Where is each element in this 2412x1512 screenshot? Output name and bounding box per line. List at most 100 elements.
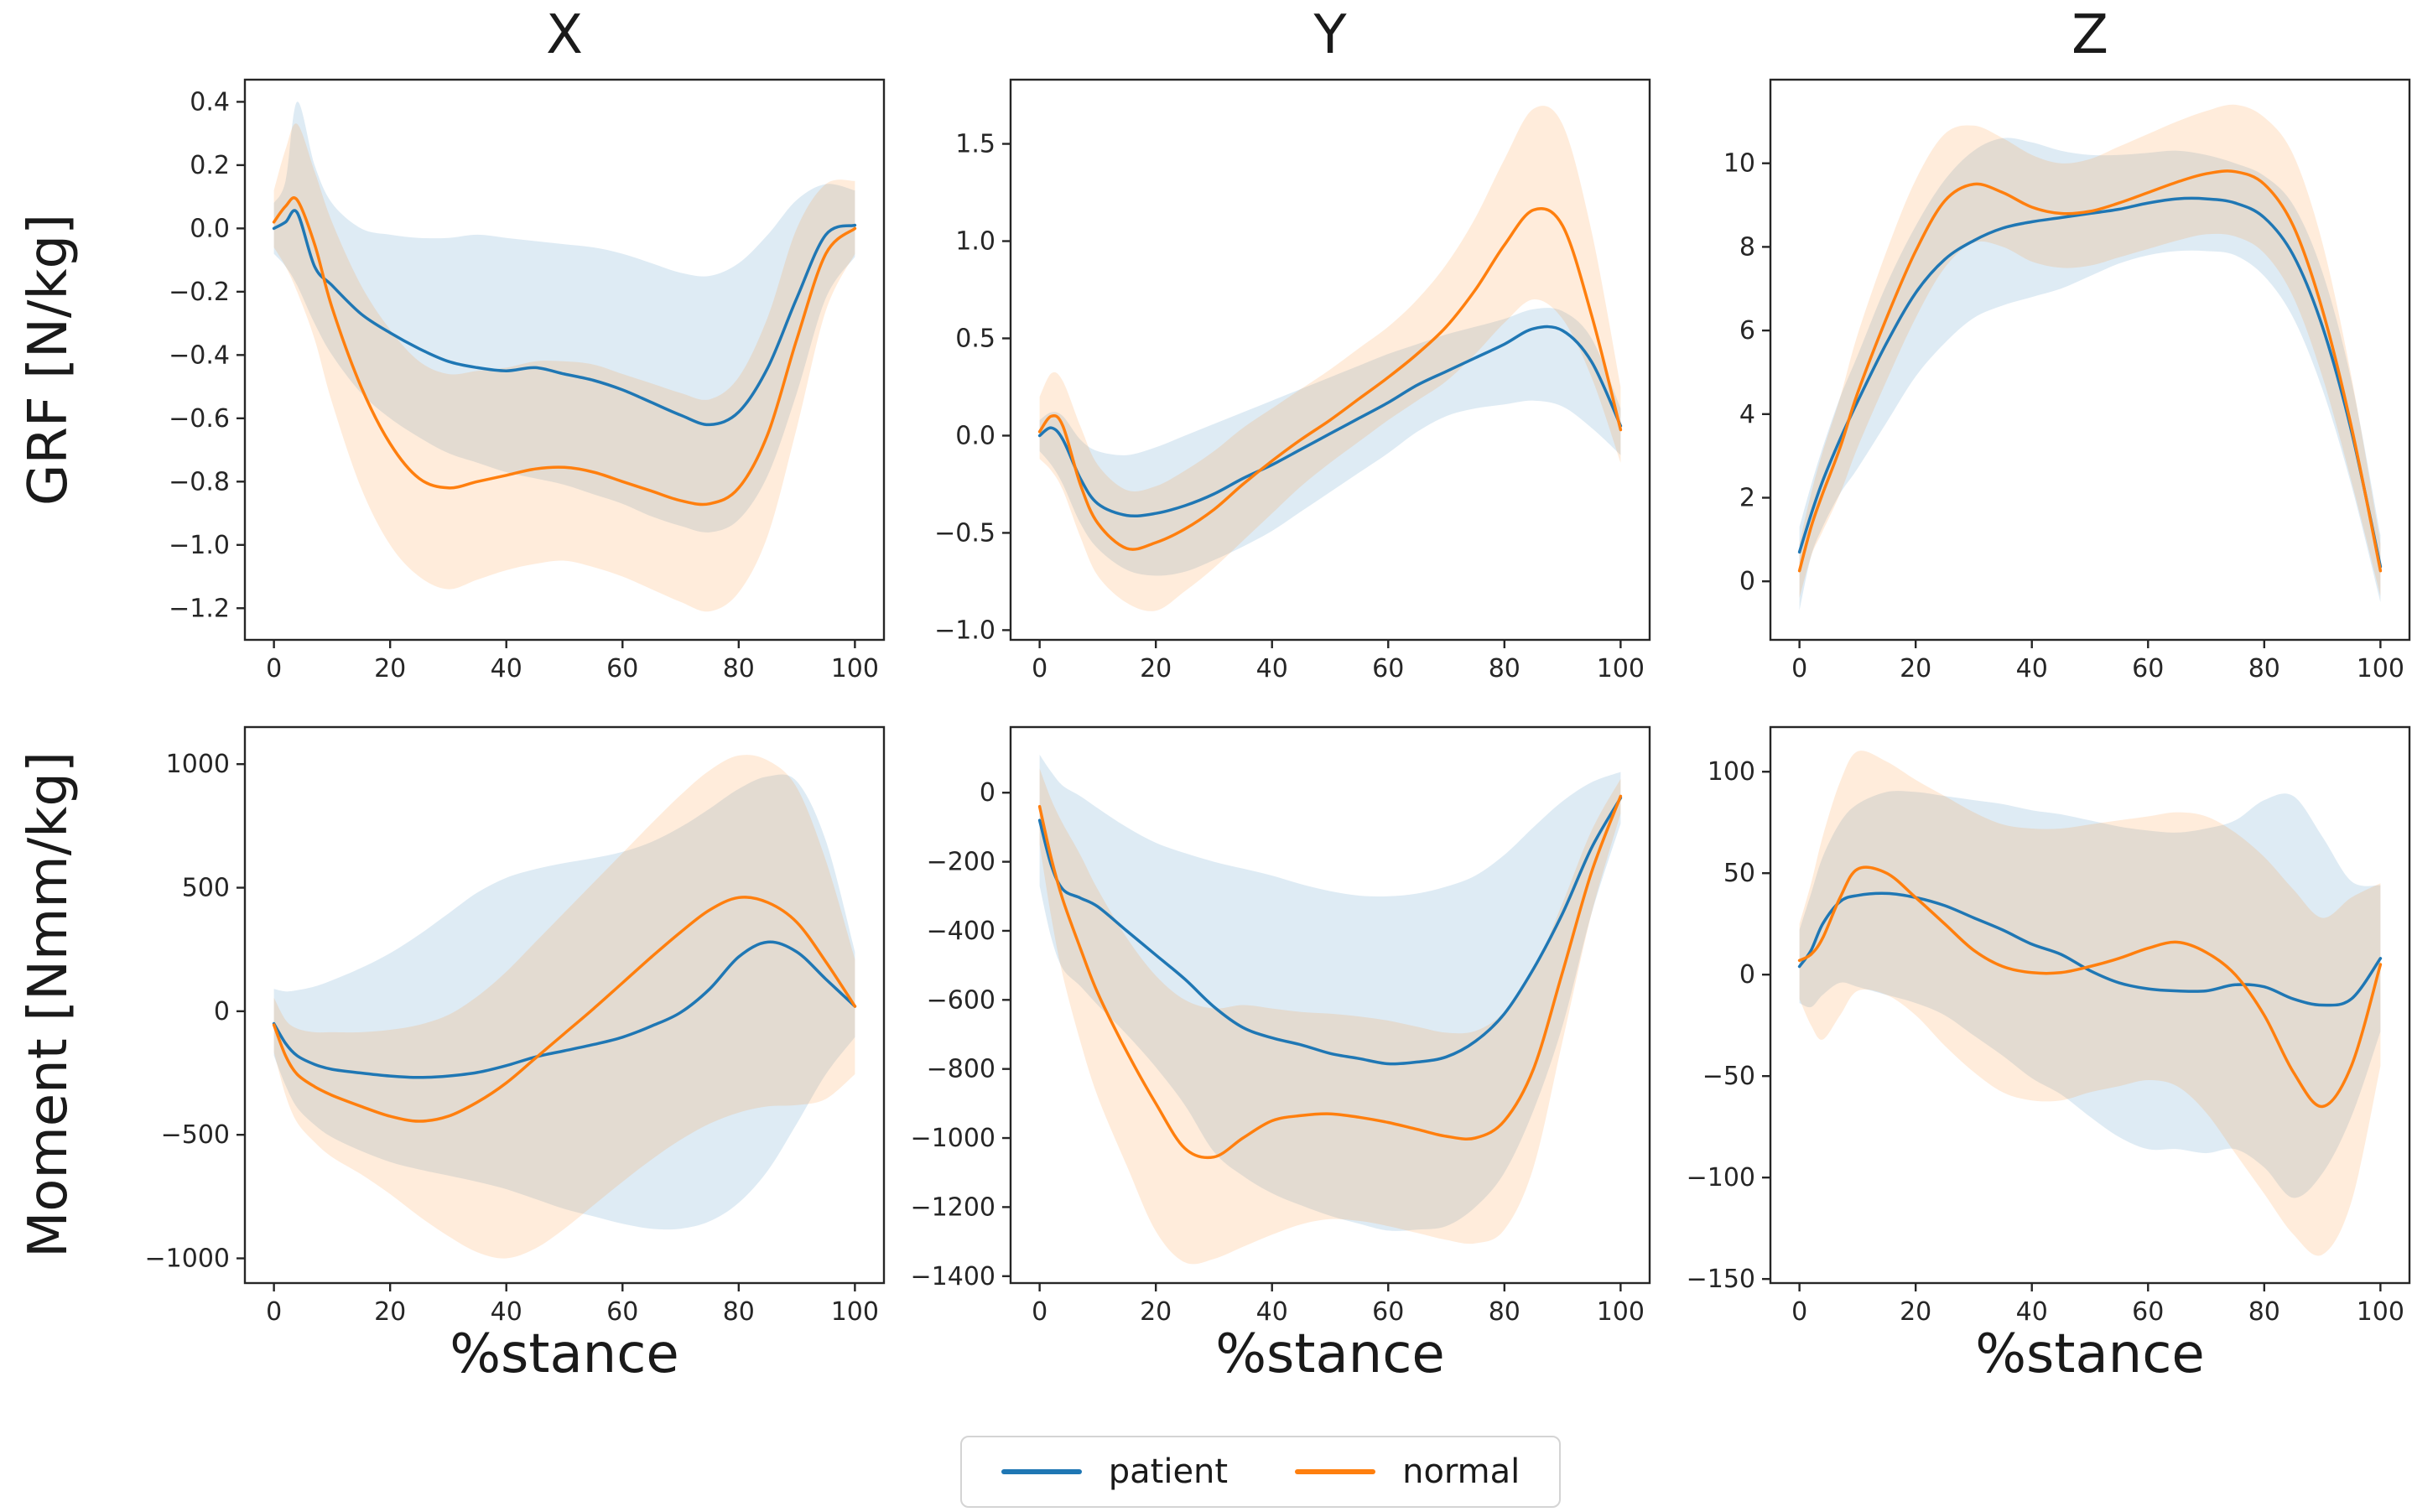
subplot-title-z: Z [2072, 4, 2108, 66]
svg-text:40: 40 [491, 654, 522, 683]
svg-text:100: 100 [831, 1297, 879, 1327]
svg-text:−500: −500 [161, 1120, 230, 1150]
svg-text:−0.2: −0.2 [169, 278, 230, 307]
svg-text:80: 80 [723, 1297, 755, 1327]
svg-text:−200: −200 [927, 848, 995, 877]
svg-text:0: 0 [1739, 960, 1755, 990]
svg-text:4: 4 [1739, 400, 1755, 429]
legend-line-patient-icon [1001, 1469, 1082, 1474]
svg-text:−1.0: −1.0 [169, 531, 230, 560]
subplot-title-y: Y [1313, 4, 1347, 66]
legend-label-normal: normal [1402, 1452, 1520, 1491]
subplot-grf-x: X 0 20 40 60 80 100 0.4 0.2 0.0 −0.2 −0.4 −0.6 −0.8 −… [169, 6, 886, 683]
svg-text:20: 20 [1140, 1297, 1172, 1327]
subplot-title-x: X [546, 4, 583, 66]
row-label-grf: GRF [N/kg] [18, 213, 80, 507]
svg-text:40: 40 [2016, 654, 2048, 683]
plot-grf-y: 0 20 40 60 80 100 1.5 1.0 0.5 0.0 −0.5 −1.0 [934, 78, 1651, 683]
svg-text:60: 60 [1372, 654, 1404, 683]
svg-text:−800: −800 [927, 1055, 995, 1084]
svg-text:6: 6 [1739, 316, 1755, 346]
row-label-moment: Moment [Nmm/kg] [18, 751, 80, 1258]
svg-text:0: 0 [214, 997, 230, 1026]
svg-text:100: 100 [1708, 757, 1755, 787]
svg-text:40: 40 [491, 1297, 522, 1327]
svg-text:2: 2 [1739, 484, 1755, 513]
plot-moment-z: 0 20 40 60 80 100 100 50 0 −50 −100 −150 [1687, 725, 2411, 1327]
svg-text:−0.5: −0.5 [934, 518, 995, 548]
svg-text:−1.2: −1.2 [169, 594, 230, 623]
svg-text:−400: −400 [927, 917, 995, 946]
svg-text:60: 60 [1372, 1297, 1404, 1327]
svg-text:100: 100 [831, 654, 879, 683]
svg-text:0: 0 [266, 1297, 282, 1327]
svg-text:−50: −50 [1702, 1062, 1755, 1091]
svg-text:60: 60 [2132, 654, 2164, 683]
svg-text:−1400: −1400 [911, 1262, 995, 1291]
svg-text:−1000: −1000 [911, 1124, 995, 1153]
plot-grf-x: 0 20 40 60 80 100 0.4 0.2 0.0 −0.2 −0.4 −0.6 −0.8 −1.… [169, 78, 886, 683]
svg-text:−600: −600 [927, 985, 995, 1015]
svg-text:0: 0 [980, 778, 995, 808]
svg-text:80: 80 [2248, 654, 2280, 683]
svg-text:−150: −150 [1687, 1265, 1755, 1294]
svg-text:50: 50 [1723, 859, 1755, 888]
svg-text:−1000: −1000 [145, 1244, 230, 1274]
svg-text:20: 20 [374, 654, 406, 683]
subplot-grf-z: Z 0 20 40 60 80 100 10 8 6 4 2 0 [1723, 6, 2411, 683]
svg-text:0: 0 [1032, 1297, 1047, 1327]
svg-text:−1.0: −1.0 [934, 616, 995, 645]
svg-text:−0.8: −0.8 [169, 467, 230, 496]
xlabel-stance-3: %stance [1975, 1323, 2205, 1385]
svg-text:40: 40 [1256, 1297, 1288, 1327]
svg-text:80: 80 [1489, 654, 1520, 683]
legend: patient normal [960, 1436, 1561, 1508]
plot-moment-y: 0 20 40 60 80 100 0 −200 −400 −600 −800 −1000 −1200 −… [911, 725, 1651, 1327]
svg-text:100: 100 [2357, 654, 2404, 683]
svg-text:1.5: 1.5 [955, 130, 995, 159]
svg-text:10: 10 [1723, 149, 1755, 179]
subplot-grf-y: Y 0 20 40 60 80 100 1.5 1.0 0.5 0.0 −0.5 −1.0 [934, 6, 1651, 683]
svg-text:0.0: 0.0 [190, 214, 230, 243]
svg-text:60: 60 [606, 654, 638, 683]
svg-text:40: 40 [2016, 1297, 2048, 1327]
svg-text:8: 8 [1739, 232, 1755, 262]
svg-text:40: 40 [1256, 654, 1288, 683]
svg-text:0: 0 [266, 654, 282, 683]
svg-text:−0.4: −0.4 [169, 340, 230, 370]
svg-text:100: 100 [1597, 1297, 1645, 1327]
svg-text:1000: 1000 [166, 750, 230, 779]
svg-text:500: 500 [182, 874, 230, 903]
svg-text:0.5: 0.5 [955, 324, 995, 353]
legend-label-patient: patient [1108, 1452, 1229, 1491]
svg-text:20: 20 [374, 1297, 406, 1327]
svg-text:60: 60 [2132, 1297, 2164, 1327]
plot-moment-x: 0 20 40 60 80 100 1000 500 0 −500 −1000 [145, 725, 886, 1327]
svg-text:0.0: 0.0 [955, 421, 995, 450]
svg-text:1.0: 1.0 [955, 227, 995, 257]
svg-text:0: 0 [1032, 654, 1047, 683]
svg-text:20: 20 [1900, 1297, 1931, 1327]
svg-text:100: 100 [2357, 1297, 2404, 1327]
svg-text:60: 60 [606, 1297, 638, 1327]
svg-text:0: 0 [1739, 567, 1755, 596]
svg-text:0: 0 [1791, 654, 1807, 683]
xlabel-stance-1: %stance [450, 1323, 679, 1385]
svg-text:20: 20 [1900, 654, 1931, 683]
legend-item-patient: patient [1001, 1452, 1228, 1491]
svg-text:−0.6: −0.6 [169, 404, 230, 434]
xlabel-stance-2: %stance [1215, 1323, 1445, 1385]
subplot-moment-x: 0 20 40 60 80 100 1000 500 0 −500 −1000 %stance [145, 725, 886, 1384]
svg-text:0.2: 0.2 [190, 151, 230, 180]
svg-text:20: 20 [1140, 654, 1172, 683]
svg-text:80: 80 [2248, 1297, 2280, 1327]
svg-text:0: 0 [1791, 1297, 1807, 1327]
svg-text:−1200: −1200 [911, 1192, 995, 1222]
legend-line-normal-icon [1295, 1469, 1376, 1474]
legend-item-normal: normal [1295, 1452, 1520, 1491]
svg-text:80: 80 [1489, 1297, 1520, 1327]
svg-text:0.4: 0.4 [190, 87, 230, 117]
svg-text:100: 100 [1597, 654, 1645, 683]
